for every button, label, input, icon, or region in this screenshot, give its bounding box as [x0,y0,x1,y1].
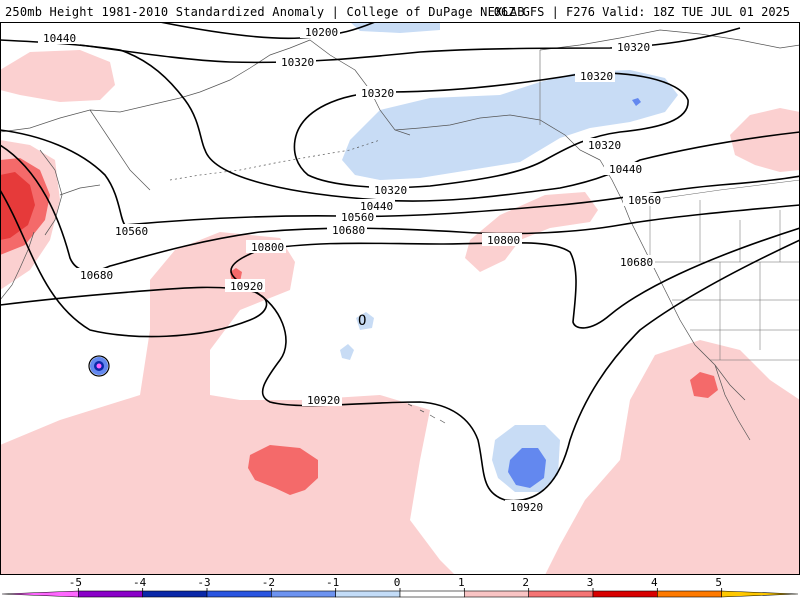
colorbar-tick-label: 0 [394,576,401,589]
contour-label: 10320 [588,139,621,152]
contour-label: 10320 [281,56,314,69]
colorbar-segment [271,590,336,598]
contour-label: 10560 [341,211,374,224]
contour-labels: 10200 10320 10320 10320 10320 10320 1032… [38,25,663,514]
contour-label: 10560 [628,194,661,207]
contour-label: 10920 [307,394,340,407]
colorbar-tick-label: 1 [458,576,465,589]
contour-label: 10320 [617,41,650,54]
colorbar-tick-label: -2 [262,576,275,589]
contour-label: 10800 [251,241,284,254]
colorbar-segment [78,590,143,598]
colorbar-segment [335,590,401,598]
contour-label: 10440 [609,163,642,176]
contour-label: 10440 [360,200,393,213]
colorbar-segment [528,590,594,598]
contour-label: 10680 [620,256,653,269]
contour-label: 10680 [80,269,113,282]
model-run-info: 06Z GFS | F276 Valid: 18Z TUE JUL 01 202… [493,5,790,19]
colorbar-tick-label: 3 [587,576,594,589]
colorbar-segments [1,590,799,598]
colorbar-tick-label: -1 [326,576,339,589]
colorbar-ticks: -5 -4 -3 -2 -1 0 1 2 3 4 5 [69,576,723,591]
colorbar-segment [142,590,208,598]
colorbar-segment [206,590,272,598]
contour-label: 10800 [487,234,520,247]
contour-label: 10920 [230,280,263,293]
low-center-ring [88,355,110,377]
contour-label: 10320 [374,184,407,197]
contour-label: 10320 [361,87,394,100]
anomaly-colorbar: -5 -4 -3 -2 -1 0 1 2 3 4 5 [0,575,800,600]
map-header: 250mb Height 1981-2010 Standardized Anom… [0,0,800,22]
contour-label: 10920 [510,501,543,514]
anomaly-map: 10200 10320 10320 10320 10320 10320 1032… [0,22,800,575]
colorbar-tick-label: 5 [715,576,722,589]
map-title: 250mb Height 1981-2010 Standardized Anom… [5,5,525,19]
coastlines [0,29,800,441]
colorbar-segment [399,590,465,598]
colorbar-tick-label: 2 [522,576,529,589]
colorbar-segment [464,590,529,598]
colorbar-tick-label: -4 [133,576,147,589]
low-center-marker: O [358,313,366,329]
colorbar-segment [657,590,722,598]
colorbar-segment [721,590,799,598]
colorbar-tick-label: -5 [69,576,82,589]
colorbar-tick-label: 4 [651,576,658,589]
positive-anomaly-max [0,172,35,240]
colorbar-segment [1,590,79,598]
negative-anomaly-shading [90,22,678,492]
political-borders [649,179,800,361]
contour-label: 10440 [43,32,76,45]
contour-label: 10200 [305,26,338,39]
contour-label: 10680 [332,224,365,237]
colorbar-tick-label: -3 [197,576,210,589]
contour-label: 10320 [580,70,613,83]
contour-label: 10560 [115,225,148,238]
colorbar-segment [592,590,658,598]
